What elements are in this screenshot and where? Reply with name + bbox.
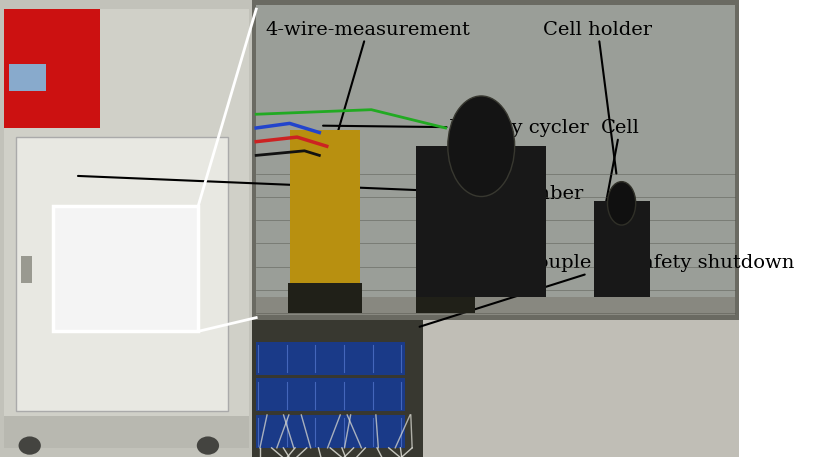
FancyBboxPatch shape [3,416,249,448]
FancyBboxPatch shape [9,64,46,91]
FancyBboxPatch shape [257,297,736,315]
FancyBboxPatch shape [293,283,357,292]
Ellipse shape [448,96,515,197]
FancyBboxPatch shape [416,146,546,297]
FancyBboxPatch shape [257,415,405,448]
FancyBboxPatch shape [416,283,476,313]
FancyBboxPatch shape [257,342,405,375]
FancyBboxPatch shape [3,9,249,448]
Ellipse shape [18,436,41,455]
FancyBboxPatch shape [252,0,739,320]
FancyBboxPatch shape [423,320,739,457]
FancyBboxPatch shape [290,130,360,286]
FancyBboxPatch shape [53,206,198,331]
Text: Cell: Cell [601,119,640,226]
FancyBboxPatch shape [288,283,362,313]
FancyBboxPatch shape [3,9,100,128]
Text: Test chamber: Test chamber [78,176,584,203]
Text: 4-wire-measurement: 4-wire-measurement [265,21,470,183]
FancyBboxPatch shape [17,137,228,411]
Text: Cell holder: Cell holder [543,21,652,174]
Text: Battery cycler: Battery cycler [323,119,589,137]
Text: Thermocouple for safety shutdown: Thermocouple for safety shutdown [420,254,795,327]
Ellipse shape [197,436,219,455]
FancyBboxPatch shape [0,0,257,457]
FancyBboxPatch shape [257,5,736,315]
FancyBboxPatch shape [21,256,32,283]
FancyBboxPatch shape [0,0,257,457]
FancyBboxPatch shape [257,378,405,411]
FancyBboxPatch shape [594,201,650,297]
FancyBboxPatch shape [252,320,423,457]
Ellipse shape [607,181,636,225]
